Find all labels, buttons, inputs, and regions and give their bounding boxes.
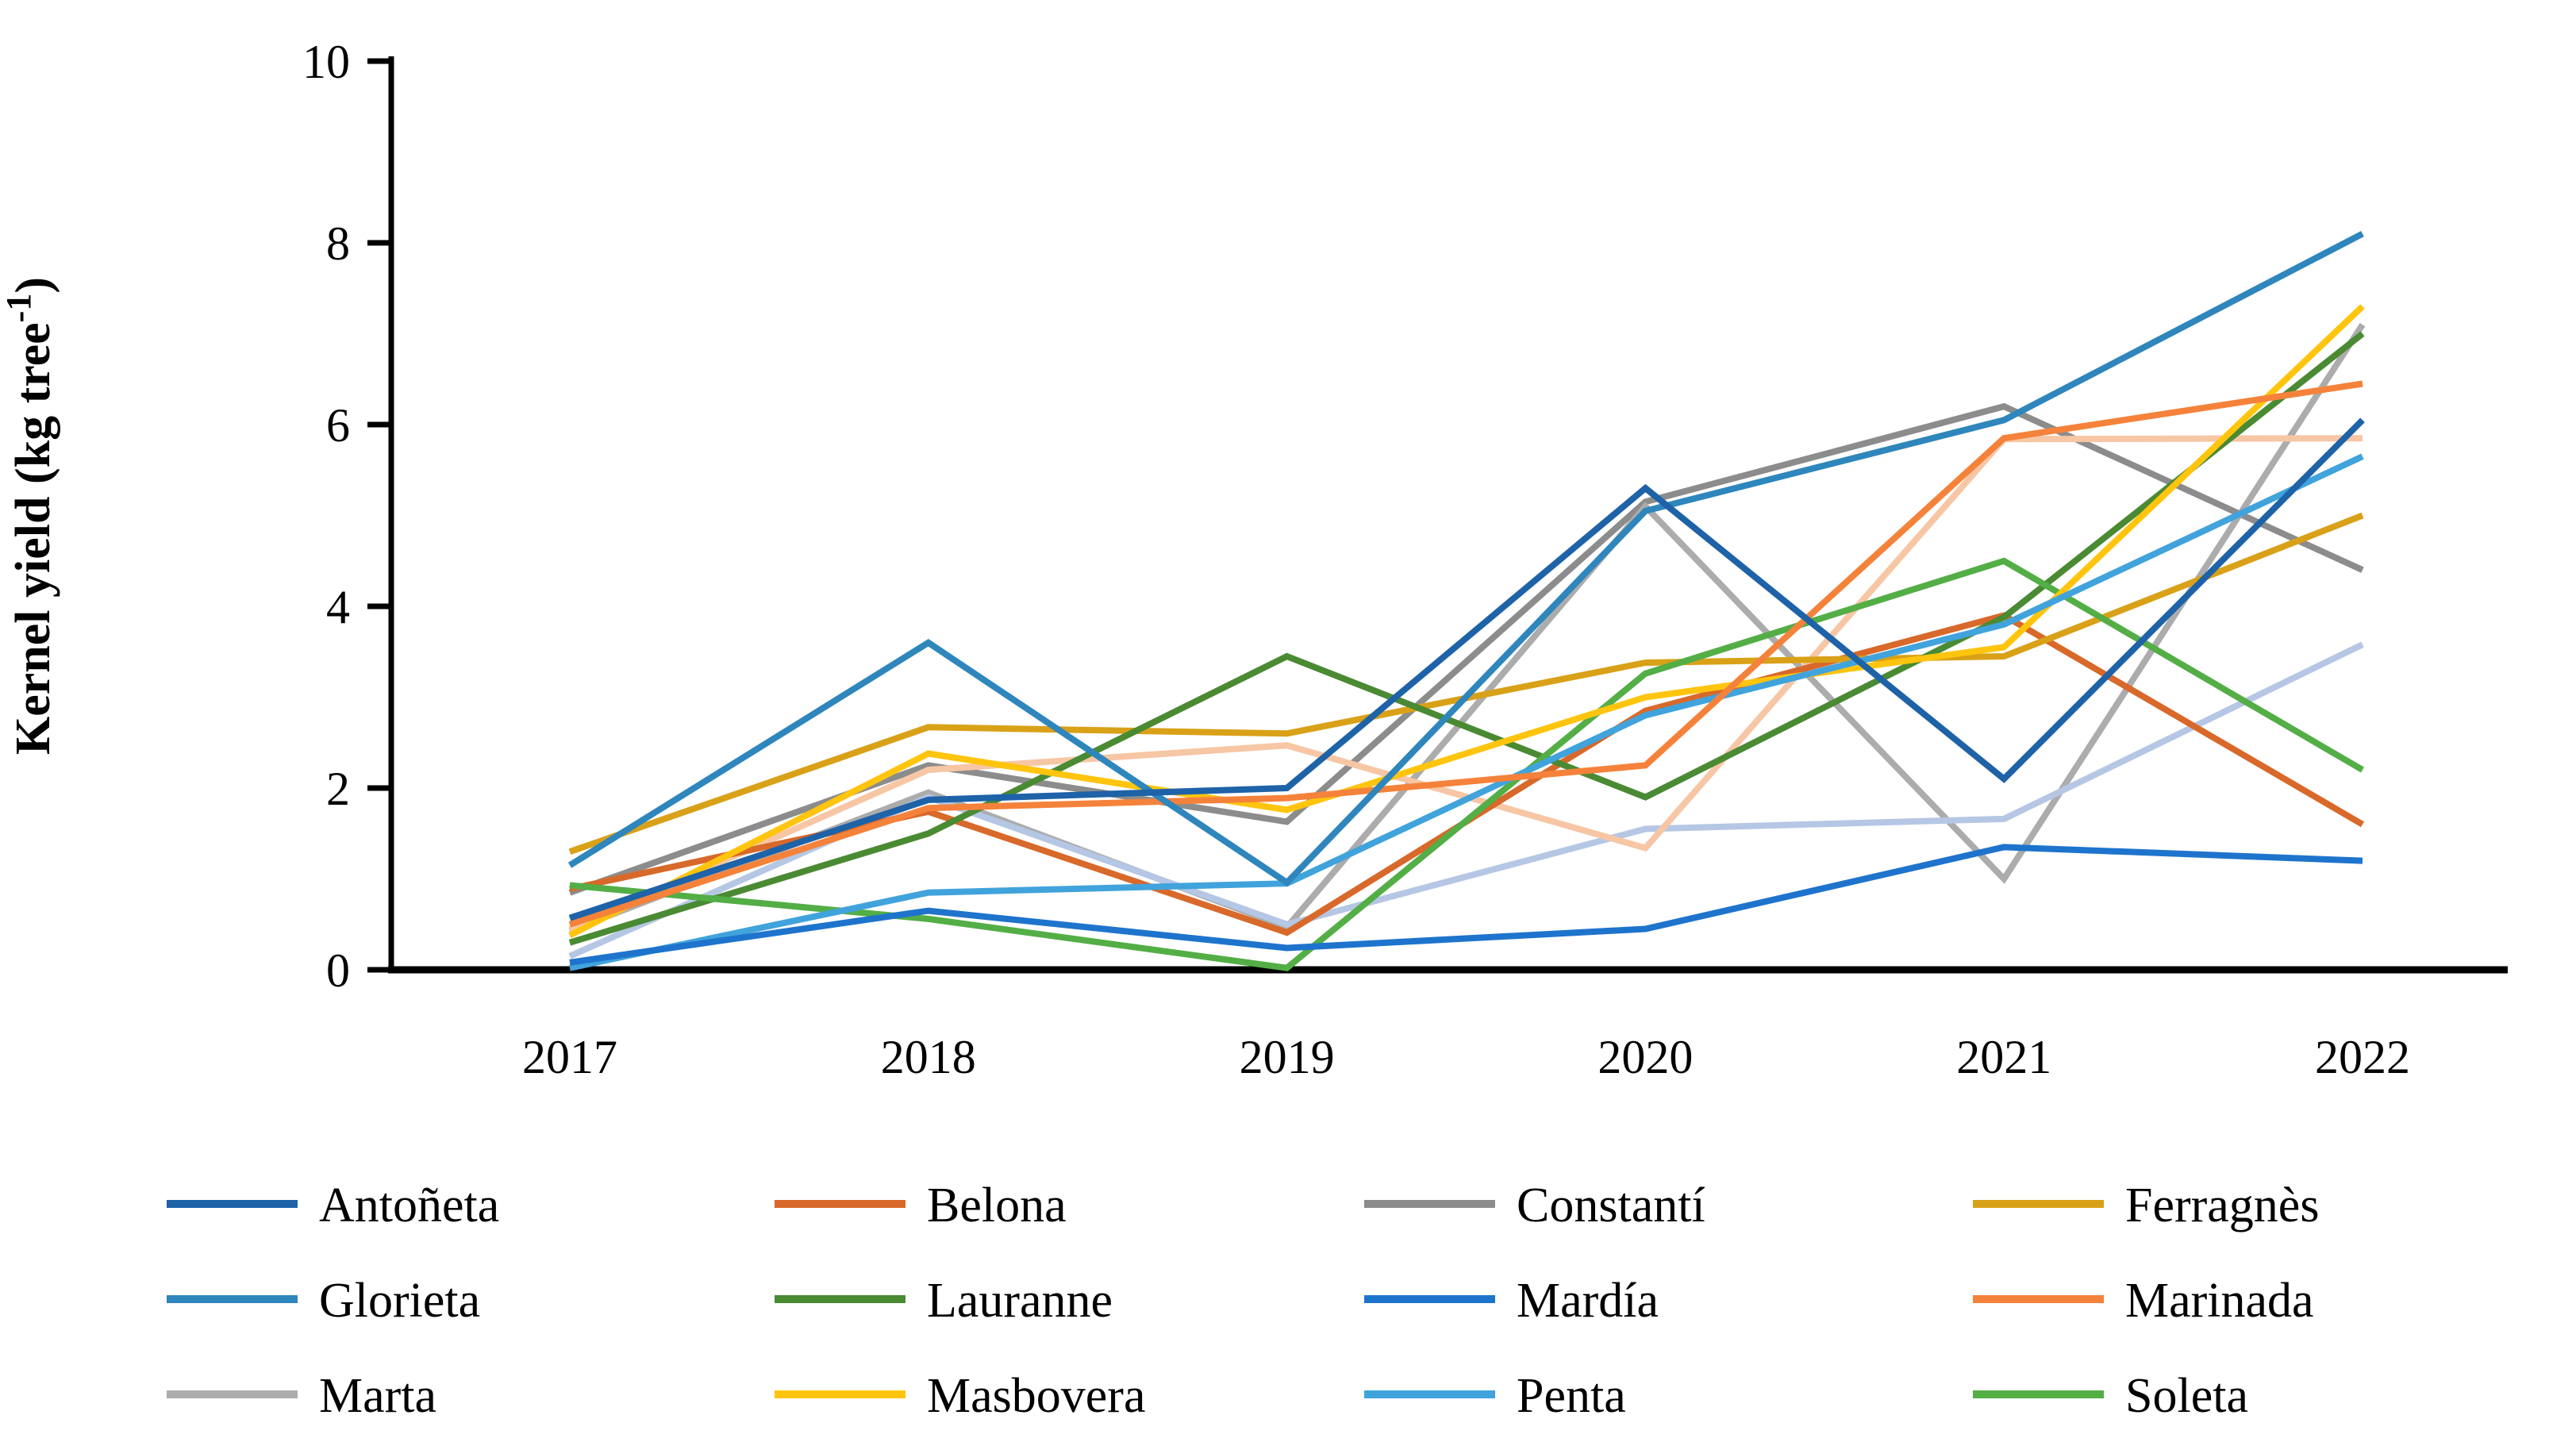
y-tick-label: 10 bbox=[302, 36, 350, 88]
legend-item-ferragn-s: Ferragnès bbox=[1973, 1179, 2319, 1232]
series-line-lauranne bbox=[568, 331, 2365, 946]
y-tick-labels: 0 2 4 6 8 10 bbox=[302, 36, 350, 997]
legend-item-soleta: Soleta bbox=[1973, 1369, 2248, 1423]
legend-label-penta: Penta bbox=[1517, 1369, 1626, 1423]
y-tick-label: 4 bbox=[326, 581, 350, 633]
x-year-label: 2020 bbox=[1598, 1031, 1693, 1083]
legend-label-lauranne: Lauranne bbox=[927, 1274, 1113, 1328]
legend-item-marinada: Marinada bbox=[1973, 1274, 2314, 1328]
legend-item-glorieta: Glorieta bbox=[167, 1274, 480, 1328]
series-line-unlabeled-light-orange bbox=[568, 435, 2363, 932]
y-tick-label: 2 bbox=[326, 763, 350, 815]
legend-label-mard-a: Mardía bbox=[1517, 1274, 1659, 1328]
y-axis-title-base: Kernel yield (kg tree bbox=[6, 322, 60, 755]
y-tick-label: 6 bbox=[326, 399, 350, 452]
legend-label-glorieta: Glorieta bbox=[319, 1274, 480, 1328]
y-axis-title-superscript: -1 bbox=[0, 294, 38, 323]
legend-item-penta: Penta bbox=[1364, 1369, 1626, 1423]
series-line-anto-eta bbox=[568, 417, 2365, 921]
x-year-labels: 2017 2018 2019 2020 2021 2022 bbox=[522, 1031, 2410, 1083]
legend-label-belona: Belona bbox=[927, 1179, 1067, 1232]
legend-item-constant-: Constantí bbox=[1364, 1179, 1705, 1232]
legend-item-masbovera: Masbovera bbox=[775, 1369, 1145, 1423]
y-tick-label: 8 bbox=[326, 217, 350, 270]
legend-label-masbovera: Masbovera bbox=[927, 1369, 1145, 1423]
legend-item-belona: Belona bbox=[775, 1179, 1067, 1232]
legend-item-lauranne: Lauranne bbox=[775, 1274, 1113, 1328]
x-year-label: 2018 bbox=[881, 1031, 976, 1083]
legend-label-ferragn-s: Ferragnès bbox=[2125, 1179, 2319, 1232]
y-axis-title: Kernel yield (kg tree-1) bbox=[0, 277, 60, 755]
series-line-mard-a bbox=[569, 844, 2363, 966]
legend-item-anto-eta: Antoñeta bbox=[167, 1179, 499, 1232]
x-year-label: 2022 bbox=[2315, 1031, 2410, 1083]
legend-label-constant-: Constantí bbox=[1517, 1179, 1705, 1232]
legend-label-marinada: Marinada bbox=[2125, 1274, 2314, 1328]
series-line-glorieta bbox=[567, 231, 2364, 887]
y-tick-label: 0 bbox=[326, 944, 350, 997]
x-year-label: 2017 bbox=[522, 1031, 617, 1083]
y-axis-title-close: ) bbox=[6, 277, 60, 294]
axes bbox=[367, 56, 2508, 974]
legend-label-marta: Marta bbox=[319, 1369, 436, 1423]
x-year-label: 2019 bbox=[1240, 1031, 1335, 1083]
legend-label-soleta: Soleta bbox=[2125, 1369, 2248, 1423]
legend: Antoñeta Belona Constantí Ferragnès Glorieta… bbox=[167, 1179, 2319, 1423]
series-line-marinada bbox=[568, 380, 2363, 928]
series-line-penta bbox=[569, 453, 2364, 971]
series-line-masbovera bbox=[568, 304, 2365, 939]
legend-item-mard-a: Mardía bbox=[1364, 1274, 1659, 1328]
legend-item-marta: Marta bbox=[167, 1369, 436, 1423]
legend-label-anto-eta: Antoñeta bbox=[319, 1179, 499, 1232]
series-lines bbox=[567, 231, 2366, 971]
x-year-label: 2021 bbox=[1956, 1031, 2051, 1083]
